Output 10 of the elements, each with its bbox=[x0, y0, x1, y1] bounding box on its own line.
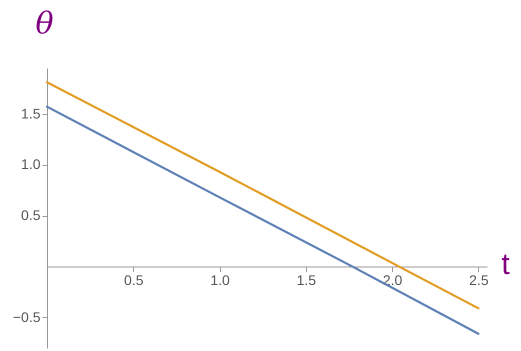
y-axis-title: θ bbox=[35, 6, 54, 42]
x-tick-label: 2.5 bbox=[469, 272, 489, 288]
x-tick-label: 1.0 bbox=[210, 272, 230, 288]
x-tick-label: 1.5 bbox=[296, 272, 316, 288]
y-tick-label: −0.5 bbox=[12, 308, 41, 325]
x-axis-title: t bbox=[501, 248, 510, 282]
x-tick-label: 0.5 bbox=[124, 272, 144, 288]
y-tick-label: 1.0 bbox=[21, 156, 41, 172]
y-tick-label: 0.5 bbox=[21, 207, 41, 224]
y-tick-label: 1.5 bbox=[21, 105, 41, 122]
